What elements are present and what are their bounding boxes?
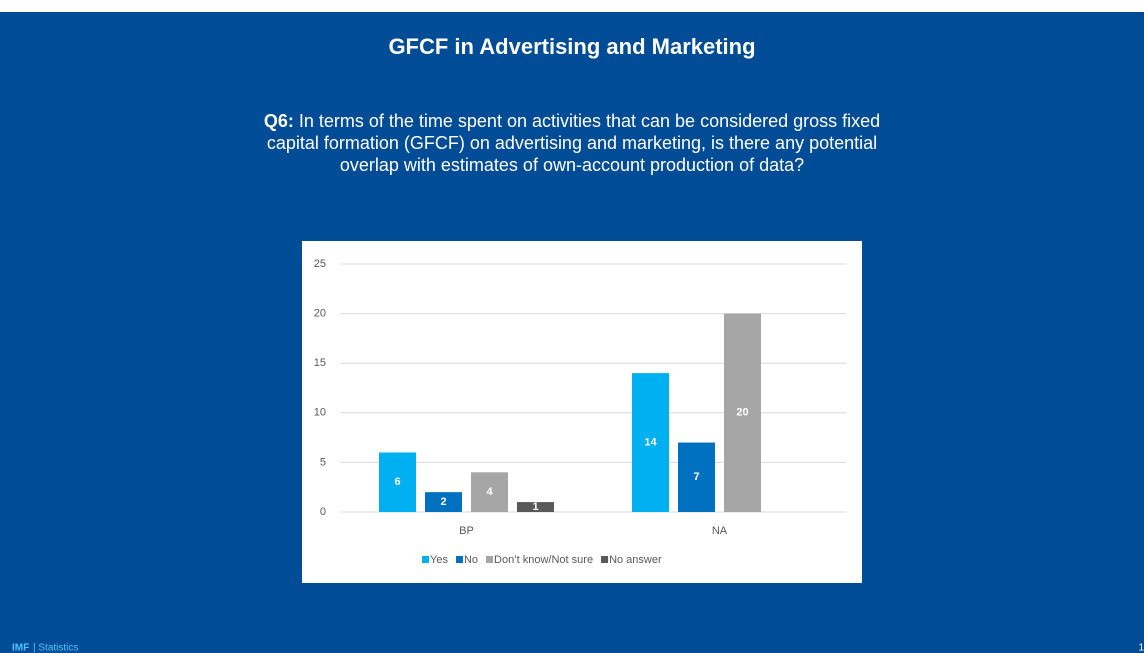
x-tick-label: NA bbox=[712, 525, 728, 537]
legend-label: Yes bbox=[430, 554, 448, 566]
bar bbox=[632, 373, 669, 512]
bar bbox=[678, 442, 715, 512]
question: Q6: In terms of the time spent on activi… bbox=[262, 110, 882, 176]
data-label: 14 bbox=[644, 436, 657, 448]
x-tick-label: BP bbox=[459, 525, 474, 537]
legend-label: No bbox=[464, 554, 478, 566]
y-tick-label: 0 bbox=[320, 506, 326, 518]
legend-swatch bbox=[486, 556, 494, 563]
page-number: 1 bbox=[1138, 643, 1144, 653]
data-label: 20 bbox=[736, 407, 748, 419]
bar bbox=[379, 452, 416, 512]
chart-box bbox=[302, 241, 862, 583]
bar bbox=[425, 492, 462, 512]
y-tick-label: 10 bbox=[314, 407, 326, 419]
y-tick-label: 25 bbox=[314, 258, 326, 270]
bar bbox=[471, 472, 508, 512]
y-tick-label: 15 bbox=[314, 357, 326, 369]
data-label: 7 bbox=[693, 471, 699, 483]
bar bbox=[517, 502, 554, 512]
data-label: 1 bbox=[532, 501, 538, 513]
data-label: 2 bbox=[440, 496, 446, 508]
bar bbox=[724, 313, 761, 512]
legend-label: No answer bbox=[609, 554, 662, 566]
footer-text: | Statistics bbox=[33, 643, 78, 653]
legend-swatch bbox=[455, 556, 463, 563]
y-tick-label: 5 bbox=[320, 456, 326, 468]
legend-swatch bbox=[601, 556, 609, 563]
question-label: Q6: bbox=[263, 111, 294, 131]
question-text: In terms of the time spent on activities… bbox=[266, 111, 881, 175]
slide-title: GFCF in Advertising and Marketing bbox=[388, 34, 755, 59]
legend-label: Don’t know/Not sure bbox=[494, 554, 593, 566]
y-tick-label: 20 bbox=[314, 308, 326, 320]
data-label: 6 bbox=[394, 476, 400, 488]
data-label: 4 bbox=[486, 486, 493, 498]
legend-swatch bbox=[422, 556, 429, 563]
footer-brand: IMF bbox=[12, 643, 29, 653]
